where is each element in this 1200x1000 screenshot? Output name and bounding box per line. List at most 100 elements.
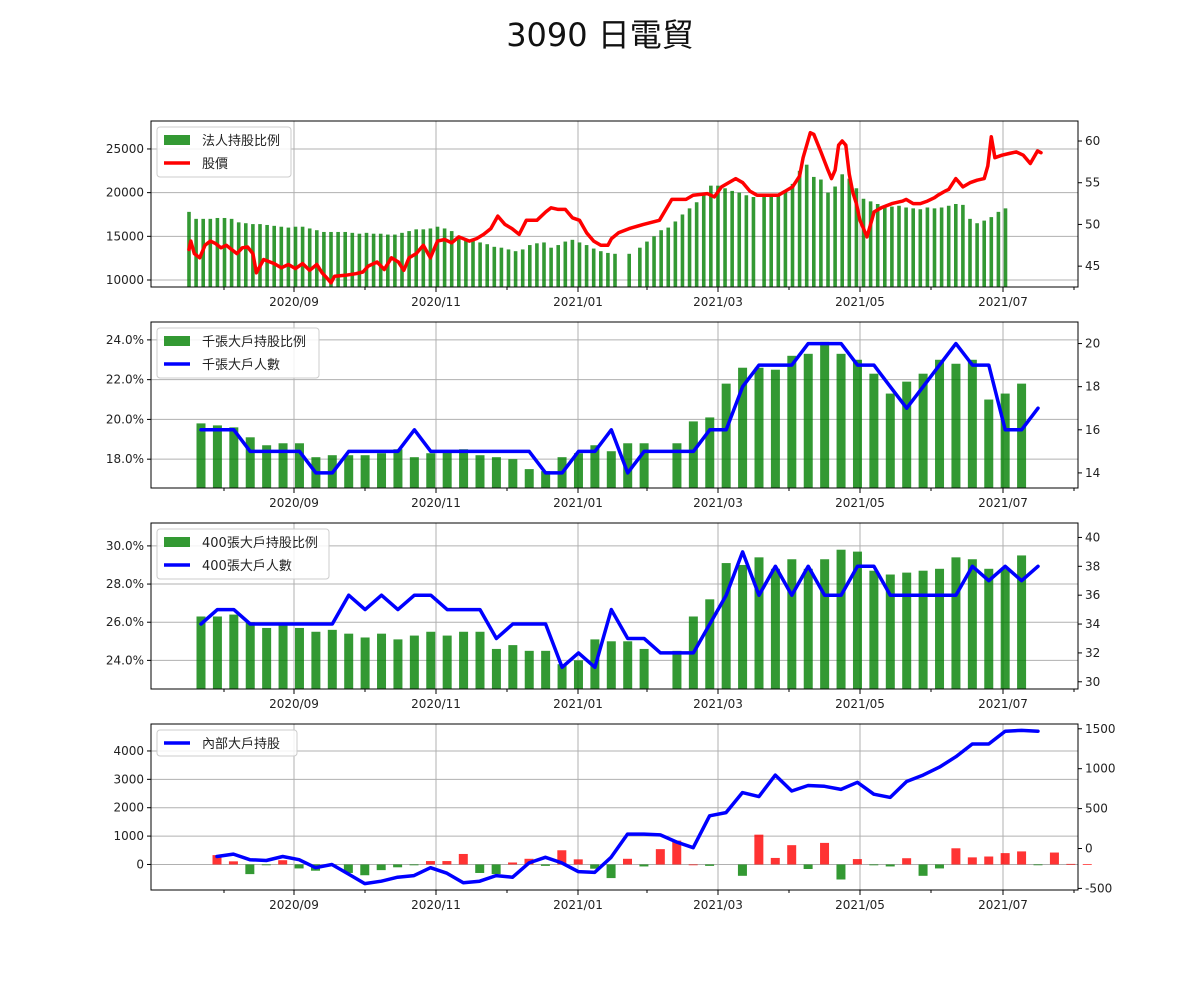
bar — [573, 453, 583, 488]
bar — [228, 861, 238, 865]
bar — [475, 455, 485, 488]
bar — [754, 557, 764, 689]
bar — [770, 369, 780, 488]
bar — [1033, 864, 1043, 866]
bar — [278, 860, 288, 865]
bar — [776, 194, 781, 287]
bar — [222, 217, 227, 287]
y-tick-label-left: 20.0% — [106, 412, 144, 426]
y-tick-label-left: 22.0% — [106, 373, 144, 387]
bar — [951, 363, 961, 488]
y-tick-label-right: 32 — [1085, 646, 1100, 660]
y-tick-label-right: 60 — [1085, 134, 1100, 148]
x-tick-label: 2020/09 — [269, 496, 319, 510]
bar — [262, 445, 272, 488]
bar — [590, 445, 600, 488]
bar — [459, 631, 469, 689]
bar — [1000, 853, 1010, 865]
axes-frame — [150, 321, 1079, 489]
x-tick-label: 2021/05 — [835, 697, 885, 711]
bar — [377, 453, 387, 488]
bar — [311, 631, 321, 689]
bar — [861, 198, 866, 287]
bar — [961, 204, 965, 287]
bar — [613, 253, 617, 287]
bar — [623, 641, 633, 689]
bar — [820, 842, 830, 865]
bar — [513, 251, 518, 287]
bar — [744, 195, 749, 287]
bar — [826, 192, 830, 287]
bar — [584, 245, 589, 287]
bar — [803, 864, 813, 870]
y-tick-label-left: 18.0% — [106, 452, 144, 466]
x-tick-label: 2021/03 — [693, 295, 743, 309]
chart-panel-4: 0 1000 2000 3000 4000 -500 0 500 1000 1500 2020/09… — [113, 722, 1115, 912]
bar — [278, 624, 288, 689]
bar — [659, 230, 663, 287]
bar — [360, 637, 370, 689]
bar — [754, 367, 764, 488]
bar — [951, 557, 961, 689]
y-tick-label-right: 34 — [1085, 617, 1100, 631]
x-tick-label: 2021/07 — [978, 898, 1028, 912]
bar — [573, 660, 583, 689]
bar — [1003, 208, 1008, 287]
x-tick-label: 2021/01 — [553, 496, 603, 510]
y-tick-label-left: 2000 — [113, 801, 144, 815]
bar — [762, 194, 766, 287]
bar — [307, 228, 312, 287]
y-tick-label-right: 500 — [1085, 802, 1108, 816]
bar — [212, 855, 222, 865]
bar — [996, 211, 1001, 287]
bar — [606, 641, 616, 689]
bar — [244, 223, 248, 287]
x-tick-label: 2021/05 — [835, 898, 885, 912]
y-tick-label-right: 38 — [1085, 559, 1100, 573]
bar — [245, 622, 255, 689]
x-tick-label: 2021/07 — [978, 496, 1028, 510]
y-tick-label-left: 3000 — [113, 772, 144, 786]
bar — [721, 383, 731, 488]
bar — [577, 242, 582, 287]
chart-panel-3: 24.0% 26.0% 28.0% 30.0% 30 32 34 36 38 40 2020/09 2… — [106, 522, 1100, 711]
bar — [378, 233, 383, 287]
bar — [409, 635, 419, 689]
x-tick-label: 2020/11 — [411, 697, 461, 711]
bar — [508, 459, 518, 488]
y-tick-label-left: 30.0% — [106, 539, 144, 553]
bar — [508, 862, 518, 865]
bar — [229, 614, 239, 689]
bar — [1000, 393, 1010, 488]
y-tick-label-left: 26.0% — [106, 615, 144, 629]
x-tick-label: 2021/07 — [978, 697, 1028, 711]
bar — [492, 246, 497, 287]
bar — [623, 858, 632, 865]
bar — [1017, 851, 1027, 865]
bar — [229, 218, 234, 287]
bar — [790, 183, 795, 287]
bar — [868, 201, 873, 287]
bar — [196, 616, 206, 689]
bar — [730, 190, 734, 287]
bar — [327, 629, 337, 689]
bar — [989, 217, 994, 287]
bar — [688, 421, 698, 488]
x-tick-label: 2020/11 — [411, 496, 461, 510]
bar — [258, 224, 262, 287]
y-tick-label-right: 14 — [1085, 466, 1100, 480]
bar — [344, 633, 354, 689]
bar — [549, 247, 553, 287]
bar — [606, 252, 610, 287]
legend-box — [156, 528, 330, 580]
bar — [343, 864, 353, 873]
x-tick-label: 2021/01 — [553, 295, 603, 309]
bar — [705, 864, 715, 866]
y-tick-label-left: 0 — [136, 857, 144, 871]
bar — [968, 218, 972, 287]
bar — [435, 226, 440, 287]
bar — [902, 381, 912, 488]
